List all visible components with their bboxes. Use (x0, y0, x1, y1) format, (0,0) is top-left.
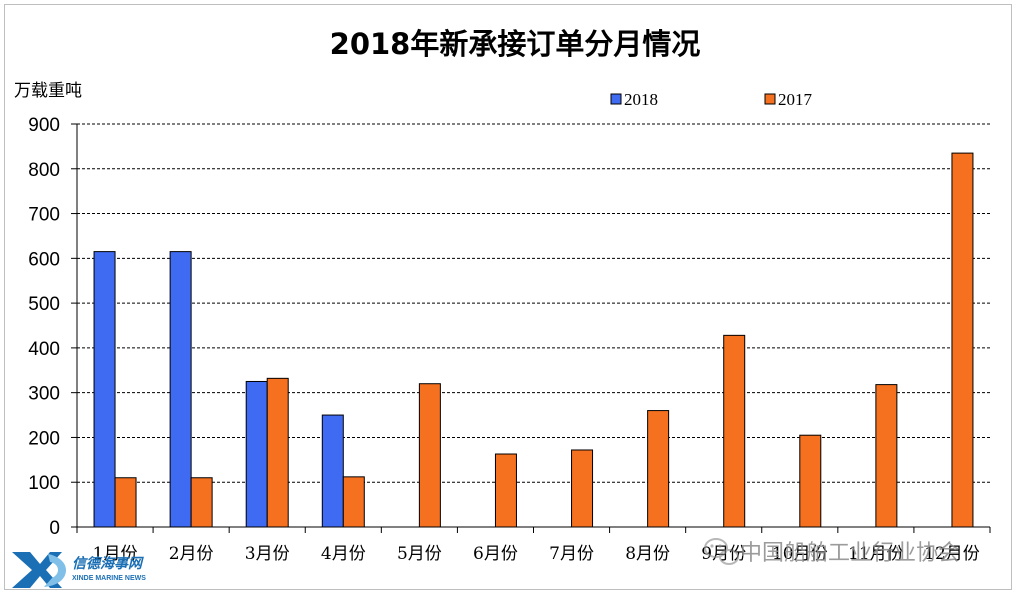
x-tick-label: 3月份 (245, 544, 290, 564)
axes (71, 123, 991, 533)
x-tick-label: 4月份 (321, 544, 366, 564)
bar-2017-5 (418, 383, 441, 528)
x-tick-label: 2月份 (169, 544, 214, 564)
x-tick-label: 11月份 (848, 544, 904, 564)
bar-2018-3 (245, 380, 268, 528)
bar-2018-2 (169, 251, 192, 528)
y-tick-labels: 0 100 200 300 400 500 600 700 800 900 (28, 115, 60, 539)
x-tick-label: 12月份 (924, 544, 980, 564)
y-tick-label: 400 (28, 339, 60, 360)
x-tick-label: 10月份 (772, 544, 828, 564)
bar-2017-9 (723, 334, 746, 528)
legend-swatch-2018 (610, 93, 622, 105)
bar-2017-4 (342, 476, 365, 528)
logo-english-name: XINDE MARINE NEWS (72, 575, 146, 582)
logo-chinese-name: 信德海事网 (72, 555, 144, 572)
y-tick-label: 300 (28, 384, 60, 405)
gridlines (77, 123, 990, 483)
x-tick-label: 5月份 (397, 544, 442, 564)
legend-label-2017: 2017 (778, 90, 813, 109)
brand-logo: 信德海事网 XINDE MARINE NEWS (12, 552, 146, 588)
watermark-text: 中国船舶工业行业协会 (740, 541, 960, 566)
bar-2018-4 (321, 414, 344, 528)
y-tick-label: 0 (49, 518, 60, 539)
bars (93, 152, 974, 528)
xd-logo-mark (12, 552, 66, 588)
bar-2017-3 (266, 377, 289, 528)
legend-label-2018: 2018 (624, 90, 658, 109)
y-tick-label: 800 (28, 160, 60, 181)
bar-2017-10 (799, 434, 822, 528)
bar-2017-8 (647, 410, 670, 528)
y-tick-label: 100 (28, 473, 60, 494)
wechat-icon (704, 538, 739, 565)
y-tick-label: 600 (28, 249, 60, 270)
y-tick-label: 500 (28, 294, 60, 315)
bar-2017-7 (571, 449, 594, 528)
chart-frame (4, 4, 1012, 590)
x-tick-label: 6月份 (473, 544, 518, 564)
bar-2017-12 (951, 152, 974, 528)
chart-title: 2018年新承接订单分月情况 (330, 27, 701, 61)
y-tick-label: 900 (28, 115, 60, 136)
legend-swatch-2017 (764, 93, 776, 105)
x-tick-label: 1月份 (93, 544, 138, 564)
bar-2017-1 (114, 477, 137, 528)
watermark: 中国船舶工业行业协会 (704, 538, 960, 566)
bar-2017-2 (190, 477, 213, 528)
y-tick-label: 700 (28, 205, 60, 226)
x-tick-labels: 1月份 2月份 3月份 4月份 5月份 6月份 7月份 8月份 9月份 10月份 11月份 12月份 (93, 544, 980, 564)
bar-2017-6 (494, 453, 517, 528)
y-axis-label: 万载重吨 (14, 81, 82, 101)
bar-2018-1 (93, 251, 116, 528)
x-tick-label: 7月份 (549, 544, 594, 564)
legend: 2018 2017 (610, 90, 813, 109)
bar-2017-11 (875, 384, 898, 528)
y-tick-label: 200 (28, 428, 60, 449)
x-tick-label: 8月份 (625, 544, 670, 564)
